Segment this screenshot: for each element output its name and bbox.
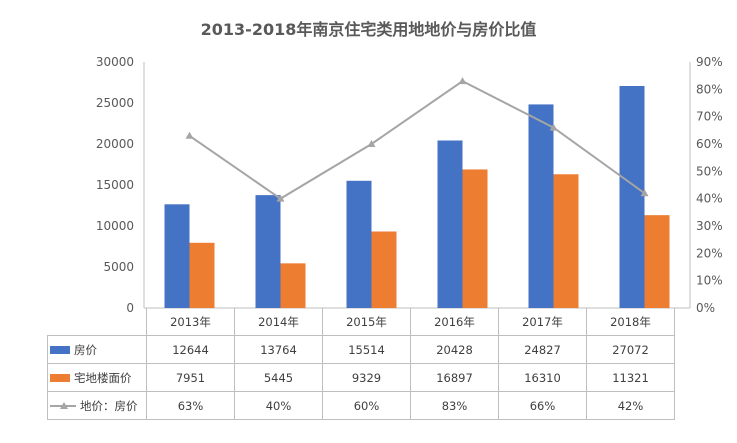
table-cell: 42% bbox=[586, 391, 675, 420]
ratio-line bbox=[188, 79, 646, 200]
y2-tick-label: 50% bbox=[696, 164, 723, 178]
bar-land-price bbox=[371, 231, 397, 308]
ratio-marker bbox=[185, 131, 194, 139]
y2-tick-label: 10% bbox=[696, 274, 723, 288]
ratio-marker bbox=[276, 194, 285, 202]
table-header-row: 2013年 2014年 2015年 2016年 2017年 2018年 bbox=[48, 308, 675, 336]
bar-land-price bbox=[553, 174, 579, 308]
table-cell: 7951 bbox=[146, 363, 235, 392]
series-label: 房价 bbox=[47, 335, 147, 364]
legend-line-marker bbox=[50, 401, 76, 411]
bar-land-price bbox=[644, 215, 670, 308]
y-tick-label: 15000 bbox=[96, 178, 134, 192]
table-cell: 27072 bbox=[586, 335, 675, 364]
table-cell: 5445 bbox=[234, 363, 323, 392]
y-tick-label: 20000 bbox=[96, 137, 134, 151]
table-cell: 11321 bbox=[586, 363, 675, 392]
table-cell: 40% bbox=[234, 391, 323, 420]
series-name: 地价：房价 bbox=[80, 398, 138, 413]
y-tick-label: 30000 bbox=[96, 55, 134, 69]
table-cell: 20428 bbox=[410, 335, 499, 364]
y-tick-label: 25000 bbox=[96, 96, 134, 110]
bar-house-price bbox=[619, 86, 645, 308]
y2-tick-label: 80% bbox=[696, 82, 723, 96]
y-tick-label: 0 bbox=[126, 301, 134, 315]
y2-tick-label: 20% bbox=[696, 246, 723, 260]
table-cell: 16310 bbox=[498, 363, 587, 392]
x-tick-label: 2014年 bbox=[234, 308, 323, 336]
ratio-marker bbox=[640, 189, 649, 197]
y-tick-label: 10000 bbox=[96, 219, 134, 233]
bar-house-price bbox=[528, 104, 554, 308]
table-cell: 15514 bbox=[322, 335, 411, 364]
y-tick-label: 5000 bbox=[103, 260, 134, 274]
bar-house-price bbox=[255, 195, 281, 308]
table-cell: 60% bbox=[322, 391, 411, 420]
bar-house-price bbox=[437, 140, 463, 308]
y2-tick-label: 90% bbox=[696, 55, 723, 69]
table-cell: 83% bbox=[410, 391, 499, 420]
y2-tick-label: 0% bbox=[696, 301, 715, 315]
table-cell: 66% bbox=[498, 391, 587, 420]
x-tick-label: 2013年 bbox=[146, 308, 235, 336]
x-tick-label: 2015年 bbox=[322, 308, 411, 336]
bar-house-price bbox=[164, 204, 190, 308]
series-name: 房价 bbox=[74, 342, 97, 357]
table-cell: 63% bbox=[146, 391, 235, 420]
table-row: 宅地楼面价 7951 5445 9329 16897 16310 11321 bbox=[47, 363, 675, 392]
legend-swatch bbox=[50, 346, 70, 354]
table-cell: 12644 bbox=[146, 335, 235, 364]
table-cell: 13764 bbox=[234, 335, 323, 364]
series-label: 地价：房价 bbox=[47, 391, 147, 420]
x-tick-label: 2018年 bbox=[586, 308, 675, 336]
series-label: 宅地楼面价 bbox=[47, 363, 147, 392]
y2-tick-label: 60% bbox=[696, 137, 723, 151]
y2-tick-label: 30% bbox=[696, 219, 723, 233]
bar-house-price bbox=[346, 180, 372, 308]
y2-tick-label: 70% bbox=[696, 110, 723, 124]
bar-land-price bbox=[280, 263, 306, 308]
ratio-marker bbox=[549, 123, 558, 131]
table-corner bbox=[48, 308, 147, 336]
ratio-marker bbox=[367, 140, 376, 147]
legend-swatch bbox=[50, 374, 70, 382]
bar-land-price bbox=[189, 242, 215, 308]
x-tick-label: 2017年 bbox=[498, 308, 587, 336]
y2-tick-label: 40% bbox=[696, 192, 723, 206]
table-cell: 24827 bbox=[498, 335, 587, 364]
series-name: 宅地楼面价 bbox=[74, 370, 132, 385]
table-cell: 9329 bbox=[322, 363, 411, 392]
table-cell: 16897 bbox=[410, 363, 499, 392]
table-row: 房价 12644 13764 15514 20428 24827 27072 bbox=[47, 335, 675, 364]
chart-title: 2013-2018年南京住宅类用地地价与房价比值 bbox=[200, 20, 537, 39]
data-table: 2013年 2014年 2015年 2016年 2017年 2018年房价 12644 137… bbox=[47, 308, 675, 420]
ratio-marker bbox=[458, 77, 467, 85]
x-tick-label: 2016年 bbox=[410, 308, 499, 336]
bar-land-price bbox=[462, 169, 488, 308]
table-row: 地价：房价 63% 40% 60% 83% 66% 42% bbox=[47, 391, 675, 420]
